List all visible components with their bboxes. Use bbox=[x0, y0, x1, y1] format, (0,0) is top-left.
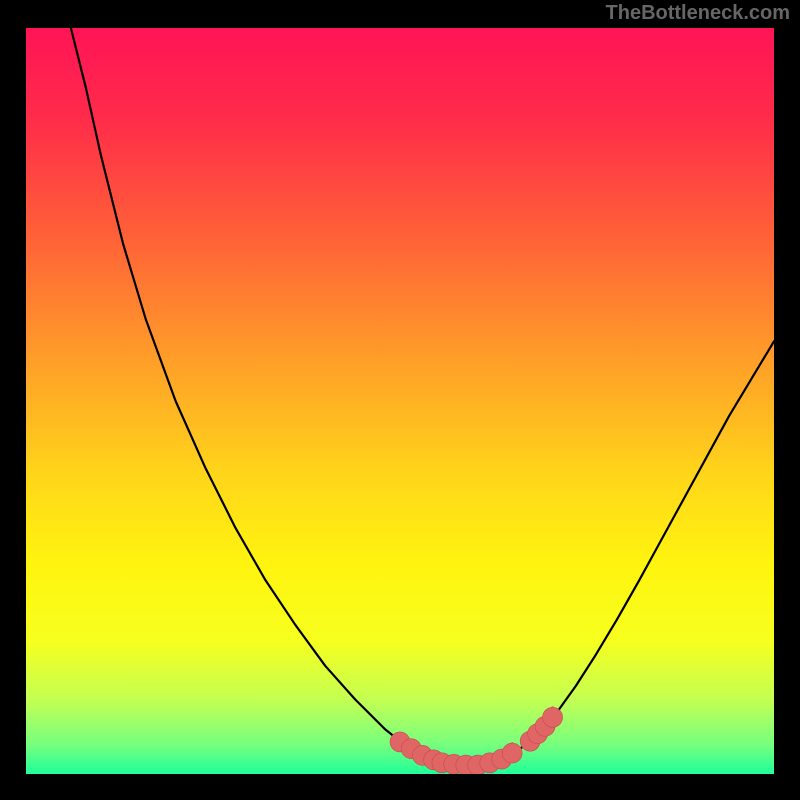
plot-area bbox=[26, 28, 774, 774]
chart-container: TheBottleneck.com bbox=[0, 0, 800, 800]
plot-svg bbox=[26, 28, 774, 774]
watermark-text: TheBottleneck.com bbox=[606, 2, 790, 25]
data-marker bbox=[543, 707, 563, 727]
data-marker bbox=[502, 743, 522, 763]
gradient-background bbox=[26, 28, 774, 774]
